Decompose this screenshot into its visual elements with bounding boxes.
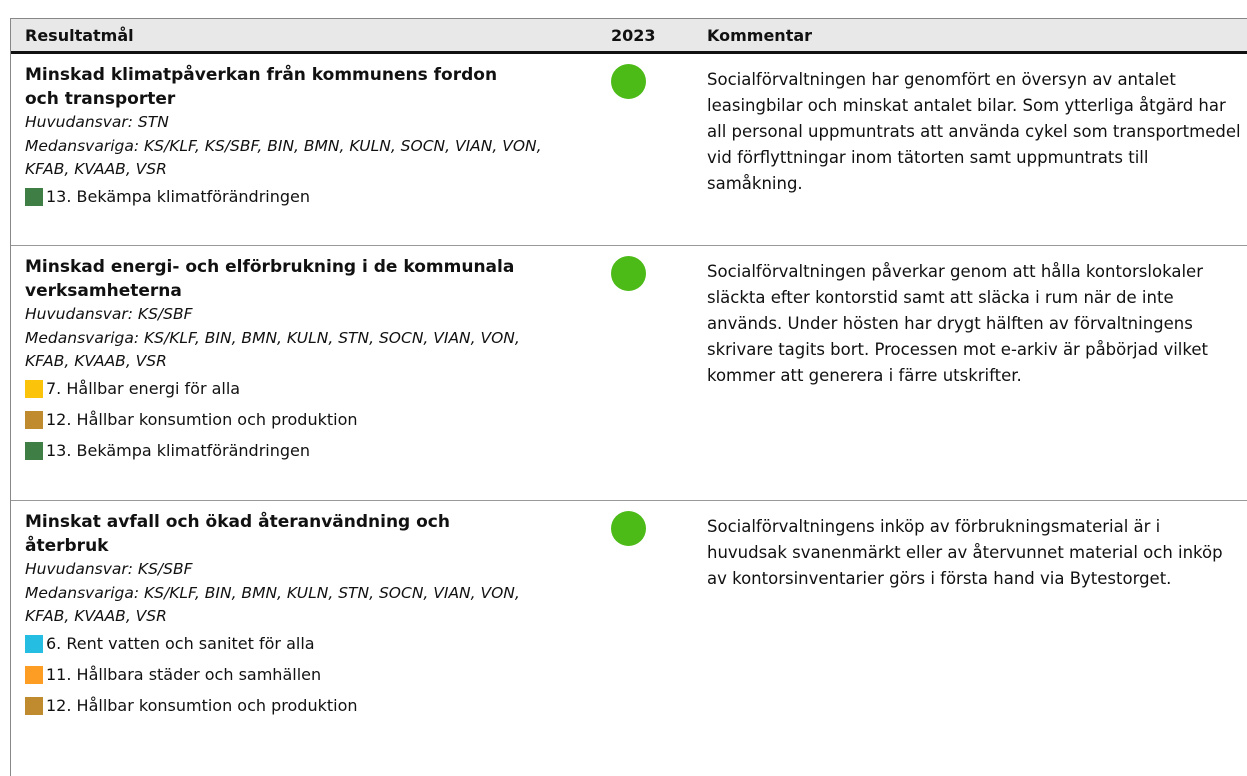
sdg-icon — [25, 442, 43, 460]
goal-title: Minskat avfall och ökad återanvändning o… — [25, 512, 450, 556]
goal-cell: Minskad klimatpåverkan från kommunens fo… — [11, 54, 601, 245]
header-cell: Kommentar — [707, 25, 813, 45]
sdg-goal: 6. Rent vatten och sanitet för alla — [25, 629, 601, 660]
sdg-label: 12. Hållbar konsumtion och produktion — [46, 696, 358, 716]
sdg-label: 6. Rent vatten och sanitet för alla — [46, 634, 315, 654]
sdg-icon — [25, 380, 43, 398]
comment-cell: Socialförvaltningen har genomfört en öve… — [698, 54, 1247, 245]
status-indicator — [611, 256, 646, 291]
table: Resultatmål 2023 Kommentar Minskad klima… — [10, 18, 1247, 776]
comment: Socialförvaltningens inköp av förbruknin… — [707, 517, 1223, 588]
status-indicator — [611, 64, 646, 99]
status-indicator — [611, 511, 646, 546]
comment: Socialförvaltningen påverkar genom att h… — [707, 262, 1208, 385]
goal-cell: Minskad energi- och elförbrukning i de k… — [11, 246, 601, 500]
goal-title: Minskad energi- och elförbrukning i de k… — [25, 257, 515, 301]
sdg-goal: 12. Hållbar konsumtion och produktion — [25, 691, 601, 722]
sdg-icon — [25, 635, 43, 653]
sdg-label: 13. Bekämpa klimatförändringen — [46, 441, 310, 461]
goal-cell: Minskat avfall och ökad återanvändning o… — [11, 501, 601, 776]
header-cell: 2023 — [611, 25, 656, 45]
sdg-goal: 12. Hållbar konsumtion och produktion — [25, 405, 601, 436]
comment: Socialförvaltningen har genomfört en öve… — [707, 70, 1241, 193]
status-cell — [601, 246, 698, 500]
sdg-label: 12. Hållbar konsumtion och produktion — [46, 410, 358, 430]
comment-cell: Socialförvaltningen påverkar genom att h… — [698, 246, 1247, 500]
sdg-goal: 7. Hållbar energi för alla — [25, 374, 601, 405]
sdg-icon — [25, 188, 43, 206]
sdg-goal: 13. Bekämpa klimatförändringen — [25, 182, 601, 213]
co-responsible: Medansvariga: KS/KLF, BIN, BMN, KULN, ST… — [25, 328, 520, 371]
sdg-label: 13. Bekämpa klimatförändringen — [46, 187, 310, 207]
table-row: Minskad klimatpåverkan från kommunens fo… — [11, 54, 1247, 246]
table-row: Minskad energi- och elförbrukning i de k… — [11, 246, 1247, 501]
responsible: Huvudansvar: STN — [25, 113, 169, 131]
goal-title: Minskad klimatpåverkan från kommunens fo… — [25, 65, 498, 109]
sdg-goal: 11. Hållbara städer och samhällen — [25, 660, 601, 691]
table-row: Minskat avfall och ökad återanvändning o… — [11, 501, 1247, 776]
header-cell: Resultatmål — [25, 25, 134, 45]
responsible: Huvudansvar: KS/SBF — [25, 560, 193, 578]
sdg-goal: 13. Bekämpa klimatförändringen — [25, 436, 601, 467]
sdg-label: 7. Hållbar energi för alla — [46, 379, 241, 399]
co-responsible: Medansvariga: KS/KLF, BIN, BMN, KULN, ST… — [25, 583, 520, 626]
sdg-icon — [25, 666, 43, 684]
table-header: Resultatmål 2023 Kommentar — [11, 19, 1247, 54]
sdg-icon — [25, 697, 43, 715]
sdg-label: 11. Hållbara städer och samhällen — [46, 665, 322, 685]
responsible: Huvudansvar: KS/SBF — [25, 305, 193, 323]
status-cell — [601, 54, 698, 245]
comment-cell: Socialförvaltningens inköp av förbruknin… — [698, 501, 1247, 776]
status-cell — [601, 501, 698, 776]
co-responsible: Medansvariga: KS/KLF, KS/SBF, BIN, BMN, … — [25, 136, 542, 179]
sdg-icon — [25, 411, 43, 429]
